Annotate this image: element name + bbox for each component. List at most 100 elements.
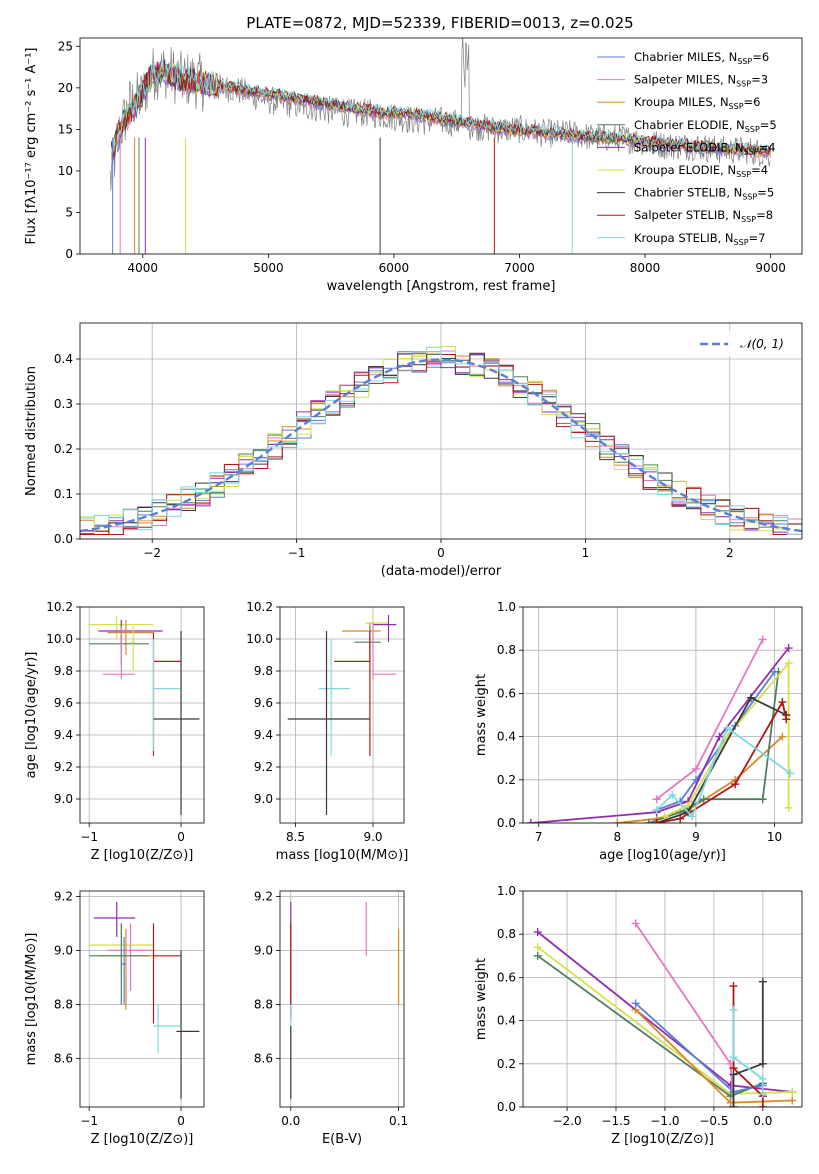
- x-tick-label: −2: [143, 546, 161, 560]
- legend-label-salpeter_stelib: Salpeter STELIB, NSSP=8: [634, 208, 773, 224]
- weight-marker-kroupa_miles: [613, 819, 622, 823]
- errorbar-point-chabrier_stelib: [176, 950, 200, 1099]
- errorbar-point-chabrier_miles: [121, 936, 126, 1005]
- axes-frame: [79, 322, 803, 540]
- x-tick-label: 5000: [253, 261, 284, 275]
- legend-label-count: 4: [761, 163, 768, 177]
- errorbar-point-salpeter_miles: [102, 626, 136, 679]
- weight-marker-kroupa_stelib: [723, 723, 732, 732]
- weight-marker-salpeter_stelib: [676, 814, 685, 823]
- y-axis-label: mass weight: [474, 674, 489, 756]
- y-tick-label: 10: [58, 164, 73, 178]
- weight-marker-salpeter_elodie: [784, 644, 793, 653]
- y-tick-label: 0: [65, 247, 73, 261]
- legend-label-chabrier_stelib: Chabrier STELIB, NSSP=5: [634, 186, 774, 202]
- x-axis-label: wavelength [Angstrom, rest frame]: [327, 279, 556, 294]
- legend-label-eq: =: [757, 186, 767, 200]
- y-tick-label: 0.3: [54, 397, 73, 411]
- y-tick-label: 0.2: [497, 773, 516, 787]
- weight-marker-kroupa_elodie: [788, 1087, 797, 1096]
- weight-marker-chabrier_elodie: [644, 819, 653, 823]
- y-tick-label: 1.0: [497, 884, 516, 898]
- legend-label-eq: =: [756, 208, 766, 222]
- histogram-kroupa_stelib: [80, 346, 802, 535]
- y-tick-label: 25: [58, 39, 73, 53]
- y-tick-label: 0.6: [497, 970, 516, 984]
- x-tick-label: −0.5: [699, 1114, 728, 1128]
- legend-label-prefix: Salpeter STELIB, N: [634, 208, 741, 222]
- legend-label-kroupa_miles: Kroupa MILES, NSSP=6: [634, 95, 761, 111]
- y-tick-label: 0.2: [54, 442, 73, 456]
- legend-label-eq: =: [760, 118, 770, 132]
- legend-label-count: 7: [758, 231, 765, 245]
- y-tick-label: 0.0: [54, 532, 73, 546]
- weight-marker-chabrier_stelib: [758, 1059, 767, 1068]
- x-tick-label: 6000: [379, 261, 410, 275]
- errorbar-point-salpeter_miles: [107, 923, 154, 991]
- x-tick-label: 1: [582, 546, 590, 560]
- y-tick-label: 0.2: [497, 1057, 516, 1071]
- spectrum-panel: 4000 5000 6000 7000 8000 9000 0 5 10 15 20 25 wavele…: [24, 37, 803, 294]
- weight-marker-kroupa_stelib: [729, 1053, 738, 1062]
- x-tick-label: 8: [613, 830, 621, 844]
- legend-label-count: 6: [753, 95, 760, 109]
- legend-label-prefix: Salpeter MILES, N: [634, 73, 736, 87]
- weight-marker-salpeter_elodie: [715, 732, 724, 741]
- y-tick-label: 9.6: [54, 696, 73, 710]
- spectrum-title: PLATE=0872, MJD=52339, FIBERID=0013, z=0…: [246, 14, 633, 32]
- y-tick-label: 10.0: [46, 632, 73, 646]
- weight-marker-kroupa_stelib: [652, 806, 661, 815]
- legend-label-prefix: Chabrier ELODIE, N: [634, 118, 745, 132]
- weight-marker-salpeter_elodie: [533, 928, 542, 937]
- x-axis-label: Z [log10(Z/Z⊙)]: [91, 1132, 194, 1147]
- normal-curve: [80, 358, 802, 533]
- y-tick-label: 0.0: [497, 1100, 516, 1114]
- weight-marker-chabrier_miles: [631, 999, 640, 1008]
- weight-marker-salpeter_stelib: [758, 1103, 767, 1107]
- x-tick-label: 0.1: [389, 1114, 408, 1128]
- observed-spectrum: [109, 38, 771, 191]
- legend-label-count: 5: [767, 186, 774, 200]
- legend-label-subscript: SSP: [741, 215, 756, 224]
- axes-frame: [79, 606, 205, 824]
- x-axis-label: age [log10(age/yr)]: [599, 848, 726, 863]
- x-tick-label: 9000: [755, 261, 786, 275]
- y-tick-label: 1.0: [497, 600, 516, 614]
- weight-marker-salpeter_miles: [631, 919, 640, 928]
- weight-marker-kroupa_elodie: [660, 812, 669, 821]
- y-tick-label: 9.4: [54, 728, 73, 742]
- plot-area: [287, 615, 397, 815]
- x-tick-label: −2.0: [552, 1114, 581, 1128]
- errorbar-point-kroupa_elodie: [130, 626, 136, 671]
- histogram-salpeter_elodie: [80, 351, 802, 535]
- x-tick-label: −1.5: [601, 1114, 630, 1128]
- y-tick-label: 0.6: [497, 686, 516, 700]
- legend-label-eq: =: [751, 73, 761, 87]
- legend-label-eq: =: [759, 140, 769, 154]
- plot-area: [533, 919, 797, 1107]
- weight-marker-chabrier_stelib: [729, 1070, 738, 1079]
- weight-marker-salpeter_miles: [691, 765, 700, 773]
- legend-label-subscript: SSP: [742, 193, 757, 202]
- plot-area: [89, 901, 200, 1099]
- weight-marker-kroupa_stelib: [687, 812, 696, 821]
- x-tick-label: 0: [177, 1114, 185, 1128]
- y-tick-label: 9.2: [254, 760, 273, 774]
- model-spectrum-kroupa_miles: [111, 63, 771, 160]
- x-tick-label: −1.0: [650, 1114, 679, 1128]
- legend-label-prefix: Salpeter ELODIE, N: [634, 140, 744, 154]
- x-axis-label: Z [log10(Z/Z⊙)]: [611, 1132, 714, 1147]
- axes-frame: [279, 890, 405, 1108]
- weight-marker-chabrier_elodie: [758, 795, 767, 804]
- errorbar-point-chabrier_stelib: [153, 631, 200, 815]
- model-spectrum-kroupa_stelib: [111, 60, 771, 155]
- weight-marker-salpeter_stelib: [778, 698, 787, 707]
- weight-marker-salpeter_stelib: [782, 715, 791, 724]
- errorbar-point-kroupa_miles: [107, 619, 154, 655]
- y-tick-label: 9.2: [54, 760, 73, 774]
- legend-label-eq: =: [744, 95, 754, 109]
- y-tick-label: 20: [58, 81, 73, 95]
- y-tick-label: 9.4: [254, 728, 273, 742]
